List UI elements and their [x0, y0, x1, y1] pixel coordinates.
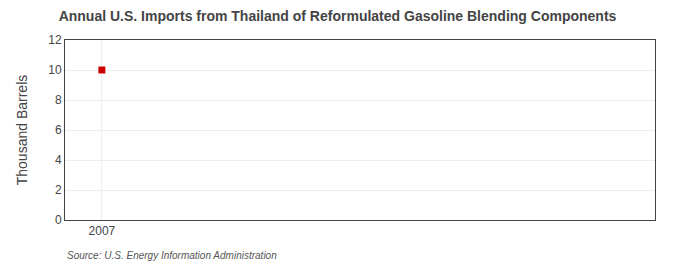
svg-text:6: 6 [55, 123, 62, 137]
svg-text:10: 10 [48, 63, 62, 77]
svg-text:Annual U.S. Imports from Thail: Annual U.S. Imports from Thailand of Ref… [59, 8, 617, 24]
svg-text:4: 4 [55, 153, 62, 167]
svg-text:Thousand Barrels: Thousand Barrels [14, 75, 30, 186]
svg-text:2007: 2007 [89, 224, 116, 238]
svg-text:8: 8 [55, 93, 62, 107]
svg-text:Source: U.S. Energy Informatio: Source: U.S. Energy Information Administ… [67, 250, 277, 261]
svg-text:0: 0 [55, 213, 62, 227]
svg-text:12: 12 [48, 33, 62, 47]
svg-text:2: 2 [55, 183, 62, 197]
